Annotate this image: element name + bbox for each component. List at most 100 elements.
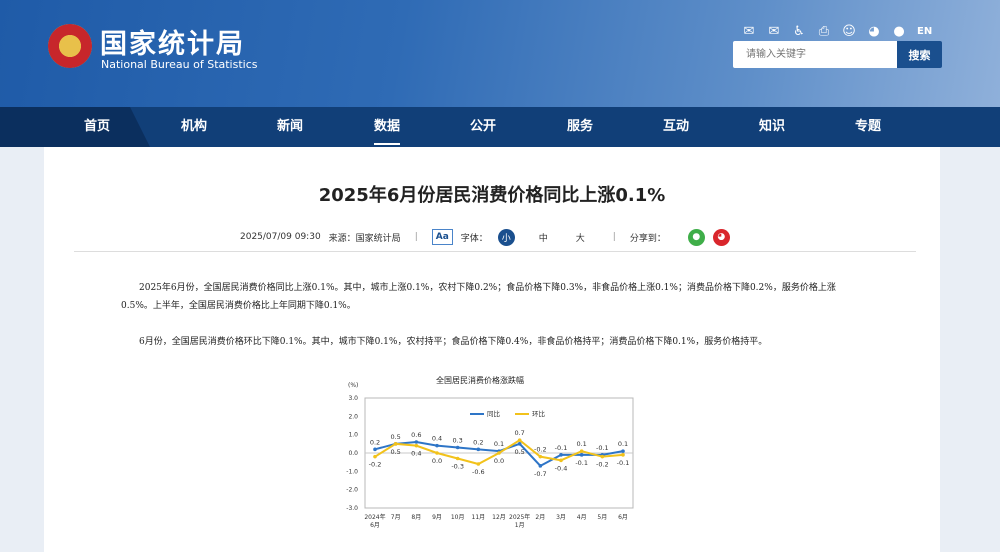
data-point xyxy=(579,449,584,453)
paragraph-yoy: 2025年6月份，全国居民消费价格同比上涨0.1%。其中，城市上涨0.1%，农村… xyxy=(121,283,836,311)
site-header: 国家统计局 National Bureau of Statistics ✉ ✉ … xyxy=(0,0,1000,107)
data-label: 0.0 xyxy=(494,457,504,465)
share-weibo-icon[interactable]: ◕ xyxy=(712,228,730,246)
data-label: 0.2 xyxy=(370,438,380,446)
data-point xyxy=(455,456,460,461)
data-point xyxy=(455,445,460,450)
chart-title: 全国居民消费价格涨跌幅 xyxy=(436,375,524,385)
x-tick-label: 8月 xyxy=(411,514,421,521)
data-label: -0.1 xyxy=(575,459,588,467)
data-point xyxy=(621,449,625,453)
font-large-button[interactable]: 大 xyxy=(575,233,585,244)
data-point xyxy=(579,453,584,457)
data-label: -0.7 xyxy=(534,470,547,478)
data-label: 0.1 xyxy=(576,440,586,448)
data-label: 0.3 xyxy=(452,437,462,445)
accessibility-icon[interactable]: ♿ xyxy=(793,24,805,39)
x-tick-label: 9月 xyxy=(432,514,442,521)
nav-data[interactable]: 数据 xyxy=(373,107,401,147)
data-point xyxy=(538,464,543,468)
legend-label: 同比 xyxy=(487,409,501,418)
paragraph-mom: 6月份，全国居民消费价格环比下降0.1%。其中，城市下降0.1%，农村持平；食品… xyxy=(139,337,768,347)
nav-news[interactable]: 新闻 xyxy=(276,119,304,134)
source: 来源：国家统计局 xyxy=(328,233,401,244)
font-label: 字体： xyxy=(460,233,488,244)
share-wechat-icon[interactable]: ● xyxy=(687,228,705,246)
logo-subtitle[interactable]: National Bureau of Statistics xyxy=(101,58,258,71)
data-point xyxy=(559,453,563,457)
font-small-button[interactable]: 小 xyxy=(497,228,515,246)
cpi-chart: 全国居民消费价格涨跌幅 (%) 3.0 2.0 1.0 0.0 -1.0 -2.0 -3.0 20… xyxy=(346,375,634,529)
data-label: 0.5 xyxy=(390,433,400,441)
search-button[interactable]: 搜索 xyxy=(897,41,942,68)
nav-topics[interactable]: 专题 xyxy=(854,119,882,134)
data-point xyxy=(393,442,398,446)
x-tick-label: 10月 xyxy=(451,514,465,521)
data-label: 0.1 xyxy=(494,440,504,448)
nav-service[interactable]: 服务 xyxy=(566,119,594,134)
y-tick-label: 3.0 xyxy=(348,395,358,402)
data-point xyxy=(414,440,419,444)
main-nav: 首页 机构 新闻 数据 公开 服务 互动 知识 专题 xyxy=(0,107,1000,147)
data-label: -0.2 xyxy=(534,446,547,454)
x-tick-label: 12月 xyxy=(492,514,506,521)
print-icon[interactable]: ⎙ xyxy=(818,24,830,39)
y-tick-label: -3.0 xyxy=(346,505,358,512)
data-label: 0.4 xyxy=(432,435,442,443)
data-label: 0.6 xyxy=(411,431,421,439)
data-point xyxy=(538,454,543,459)
robot-icon[interactable]: ☺ xyxy=(842,24,856,39)
data-label: -0.3 xyxy=(451,463,464,471)
data-label: -0.1 xyxy=(555,444,568,452)
y-tick-label: -1.0 xyxy=(346,468,358,475)
y-tick-label: 1.0 xyxy=(348,432,358,439)
x-tick-label: 4月 xyxy=(577,514,587,521)
x-tick-label: 2月 xyxy=(535,514,545,521)
nav-institution[interactable]: 机构 xyxy=(180,119,208,134)
data-label: -0.2 xyxy=(596,461,609,469)
y-tick-label: -2.0 xyxy=(346,487,358,494)
x-tick-label: 5月 xyxy=(597,514,607,521)
data-point xyxy=(517,442,522,446)
x-tick-label: 7月 xyxy=(391,514,401,521)
x-tick-label: 6月 xyxy=(370,522,380,529)
nav-public[interactable]: 公开 xyxy=(469,119,497,134)
x-tick-label: 6月 xyxy=(618,514,628,521)
data-label: -0.1 xyxy=(617,459,630,467)
share-label: 分享到： xyxy=(629,233,666,244)
home-highlight xyxy=(0,107,150,147)
data-point xyxy=(600,454,605,459)
weibo-icon[interactable]: ◕ xyxy=(868,24,880,39)
data-point xyxy=(497,451,501,455)
font-icon: Aa xyxy=(431,229,453,245)
legend-label: 环比 xyxy=(532,409,546,418)
data-point xyxy=(559,458,563,463)
nav-interaction[interactable]: 互动 xyxy=(662,119,690,134)
logo-title[interactable]: 国家统计局 xyxy=(100,29,245,60)
data-point xyxy=(476,462,481,466)
y-axis-unit: (%) xyxy=(348,382,358,389)
data-label: -0.6 xyxy=(472,468,485,476)
data-point xyxy=(435,443,439,448)
nav-knowledge[interactable]: 知识 xyxy=(758,119,786,134)
mail-icon[interactable]: ✉ xyxy=(743,24,755,39)
data-point xyxy=(435,451,439,455)
data-label: 0.1 xyxy=(618,440,628,448)
language-en-link[interactable]: EN xyxy=(917,26,933,37)
search-input[interactable] xyxy=(733,41,897,68)
y-tick-label: 0.0 xyxy=(348,450,358,457)
x-tick-label: 3月 xyxy=(556,514,566,521)
article-container: 2025年6月份居民消费价格同比上涨0.1% 2025/07/09 09:30 … xyxy=(44,147,940,552)
y-tick-label: 2.0 xyxy=(348,413,358,420)
divider: | xyxy=(414,232,418,242)
data-label: -0.1 xyxy=(596,444,609,452)
data-label: 0.7 xyxy=(514,429,524,437)
nav-home[interactable]: 首页 xyxy=(83,119,111,134)
national-emblem-logo[interactable] xyxy=(48,24,92,68)
x-tick-label: 2024年 xyxy=(364,513,385,521)
data-label: 0.0 xyxy=(432,457,442,465)
data-label: -0.4 xyxy=(555,464,568,472)
font-medium-button[interactable]: 中 xyxy=(538,233,548,244)
wechat-icon[interactable]: ● xyxy=(893,24,905,39)
mail-subscribe-icon[interactable]: ✉ xyxy=(768,24,780,39)
